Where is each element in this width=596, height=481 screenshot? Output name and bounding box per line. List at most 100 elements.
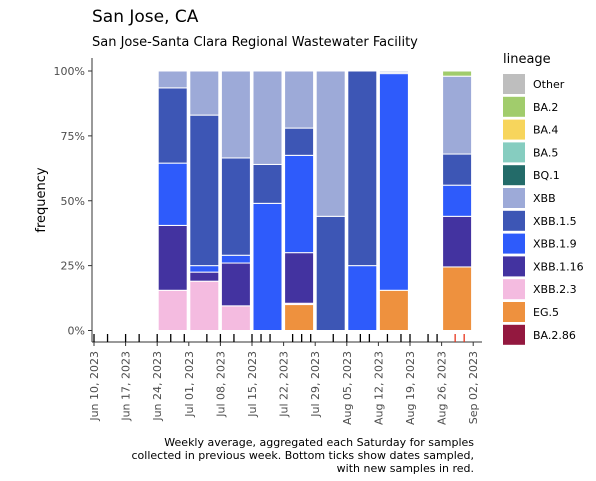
legend-swatch-bq-1 <box>503 165 525 186</box>
legend-label-ba-2: BA.2 <box>533 101 558 114</box>
bar-segment-xbb-1-9 <box>442 184 473 217</box>
bar-segment-xbb-1-16 <box>189 271 220 282</box>
caption: Weekly average, aggregated each Saturday… <box>132 436 475 475</box>
chart-title: San Jose, CA <box>92 7 199 27</box>
x-tick-label: Aug 19, 2023 <box>404 351 417 425</box>
bar-week-2023-08-05 <box>347 70 378 331</box>
x-tick-label: Aug 05, 2023 <box>341 351 354 425</box>
bar-segment-ba-2 <box>442 70 473 77</box>
bar-segment-xbb <box>220 70 251 159</box>
legend-swatch-ba-2 <box>503 96 525 117</box>
legend-swatch-xbb-2-3 <box>503 279 525 300</box>
bar-segment-xbb <box>189 70 220 116</box>
x-tick-label: Jul 15, 2023 <box>246 351 259 418</box>
bar-segment-eg-5 <box>442 266 473 331</box>
x-tick-label: Jun 17, 2023 <box>120 351 133 422</box>
bar-segment-xbb-1-5 <box>347 70 378 267</box>
bar-week-2023-07-22 <box>284 70 315 331</box>
bar-segment-xbb-1-5 <box>189 114 220 267</box>
x-tick-label: Jul 29, 2023 <box>309 351 322 418</box>
legend: lineage Other BA.2 BA.4 BA.5 BQ.1 XBB XBB.1.5 X… <box>503 52 584 345</box>
x-tick-label: Jul 08, 2023 <box>214 351 227 418</box>
y-axis-title: frequency <box>34 167 49 233</box>
y-tick-label: 75% <box>61 130 85 143</box>
legend-label-xbb: XBB <box>533 192 556 205</box>
bar-segment-xbb-1-9 <box>189 265 220 273</box>
bar-week-2023-07-01 <box>189 70 220 332</box>
legend-swatch-ba-5 <box>503 142 525 163</box>
legend-label-ba-4: BA.4 <box>533 124 558 137</box>
legend-swatch-other <box>503 74 525 94</box>
bar-segment-xbb-1-16 <box>442 215 473 268</box>
caption-line-1: Weekly average, aggregated each Saturday… <box>164 436 474 449</box>
x-axis-ticks: Jun 10, 2023 Jun 17, 2023 Jun 24, 2023 Jul … <box>88 342 480 425</box>
y-tick-label: 50% <box>61 195 85 208</box>
legend-swatch-eg-5 <box>503 302 525 322</box>
bar-segment-xbb <box>315 70 346 217</box>
bar-segment-xbb-1-9 <box>347 265 378 331</box>
legend-label-xbb-1-9: XBB.1.9 <box>533 238 577 251</box>
legend-label-xbb-1-16: XBB.1.16 <box>533 260 584 273</box>
bar-segment-eg-5 <box>378 289 409 331</box>
legend-swatch-xbb-1-9 <box>503 233 525 254</box>
y-tick-label: 100% <box>54 65 85 78</box>
bar-segment-xbb-2-3 <box>189 280 220 332</box>
bar-segment-xbb-1-9 <box>378 73 409 291</box>
bar-segment-xbb-1-16 <box>220 262 251 307</box>
legend-label-xbb-2-3: XBB.2.3 <box>533 283 577 296</box>
bar-segment-xbb-1-9 <box>252 202 283 331</box>
legend-swatch-ba-2-86 <box>503 324 525 345</box>
x-tick-label: Jul 22, 2023 <box>278 351 291 418</box>
legend-label-ba-2-86: BA.2.86 <box>533 329 576 342</box>
bar-segment-xbb-2-3 <box>157 289 188 331</box>
bar-segment-xbb-1-9 <box>284 154 315 254</box>
legend-label-bq-1: BQ.1 <box>533 169 560 182</box>
y-tick-label: 25% <box>61 260 85 273</box>
bar-week-2023-08-12 <box>378 70 409 331</box>
legend-swatch-ba-4 <box>503 119 525 140</box>
caption-line-2: collected in previous week. Bottom ticks… <box>132 449 475 462</box>
bar-segment-xbb <box>252 70 283 165</box>
bar-week-2023-07-29 <box>315 70 346 332</box>
y-axis-ticks: 0% 25% 50% 75% 100% <box>54 65 92 338</box>
legend-swatch-xbb-1-5 <box>503 210 525 231</box>
bar-segment-xbb-1-5 <box>442 153 473 186</box>
bar-segment-xbb-1-5 <box>220 157 251 256</box>
bar-segment-xbb <box>157 70 188 89</box>
legend-label-other: Other <box>533 78 565 91</box>
x-tick-label: Jul 01, 2023 <box>183 351 196 418</box>
bar-segment-xbb-1-9 <box>157 162 188 226</box>
x-tick-label: Jun 10, 2023 <box>88 351 101 422</box>
x-tick-label: Sep 02, 2023 <box>467 351 480 424</box>
y-tick-label: 0% <box>68 325 85 338</box>
bar-segment-xbb-2-3 <box>220 305 251 332</box>
bar-segment-eg-5 <box>284 304 315 331</box>
caption-line-3: with new samples in red. <box>337 462 474 475</box>
bar-segment-xbb-1-16 <box>157 224 188 291</box>
legend-swatch-xbb <box>503 188 525 208</box>
x-tick-label: Jun 24, 2023 <box>151 351 164 422</box>
bar-week-2023-06-24 <box>157 70 188 331</box>
bar-week-2023-07-08 <box>220 70 251 332</box>
legend-label-eg-5: EG.5 <box>533 306 559 319</box>
stacked-bars <box>157 70 473 332</box>
legend-title: lineage <box>503 52 551 67</box>
bar-segment-xbb-1-5 <box>315 215 346 332</box>
bar-segment-xbb <box>378 70 409 73</box>
bar-segment-xbb-1-5 <box>284 127 315 156</box>
bar-week-2023-07-15 <box>252 70 283 331</box>
bar-week-2023-08-26 <box>442 70 473 331</box>
x-tick-label: Aug 26, 2023 <box>436 351 449 425</box>
sample-date-ticks <box>93 334 465 342</box>
legend-label-ba-5: BA.5 <box>533 146 558 159</box>
bar-segment-xbb-1-16 <box>284 252 315 304</box>
bar-segment-xbb <box>442 75 473 155</box>
bar-segment-xbb-1-9 <box>220 254 251 264</box>
legend-label-xbb-1-5: XBB.1.5 <box>533 215 577 228</box>
chart-subtitle: San Jose-Santa Clara Regional Wastewater… <box>92 35 418 50</box>
legend-swatch-xbb-1-16 <box>503 256 525 277</box>
bar-segment-xbb <box>284 70 315 129</box>
plot-area <box>91 58 482 343</box>
x-tick-label: Aug 12, 2023 <box>372 351 385 425</box>
